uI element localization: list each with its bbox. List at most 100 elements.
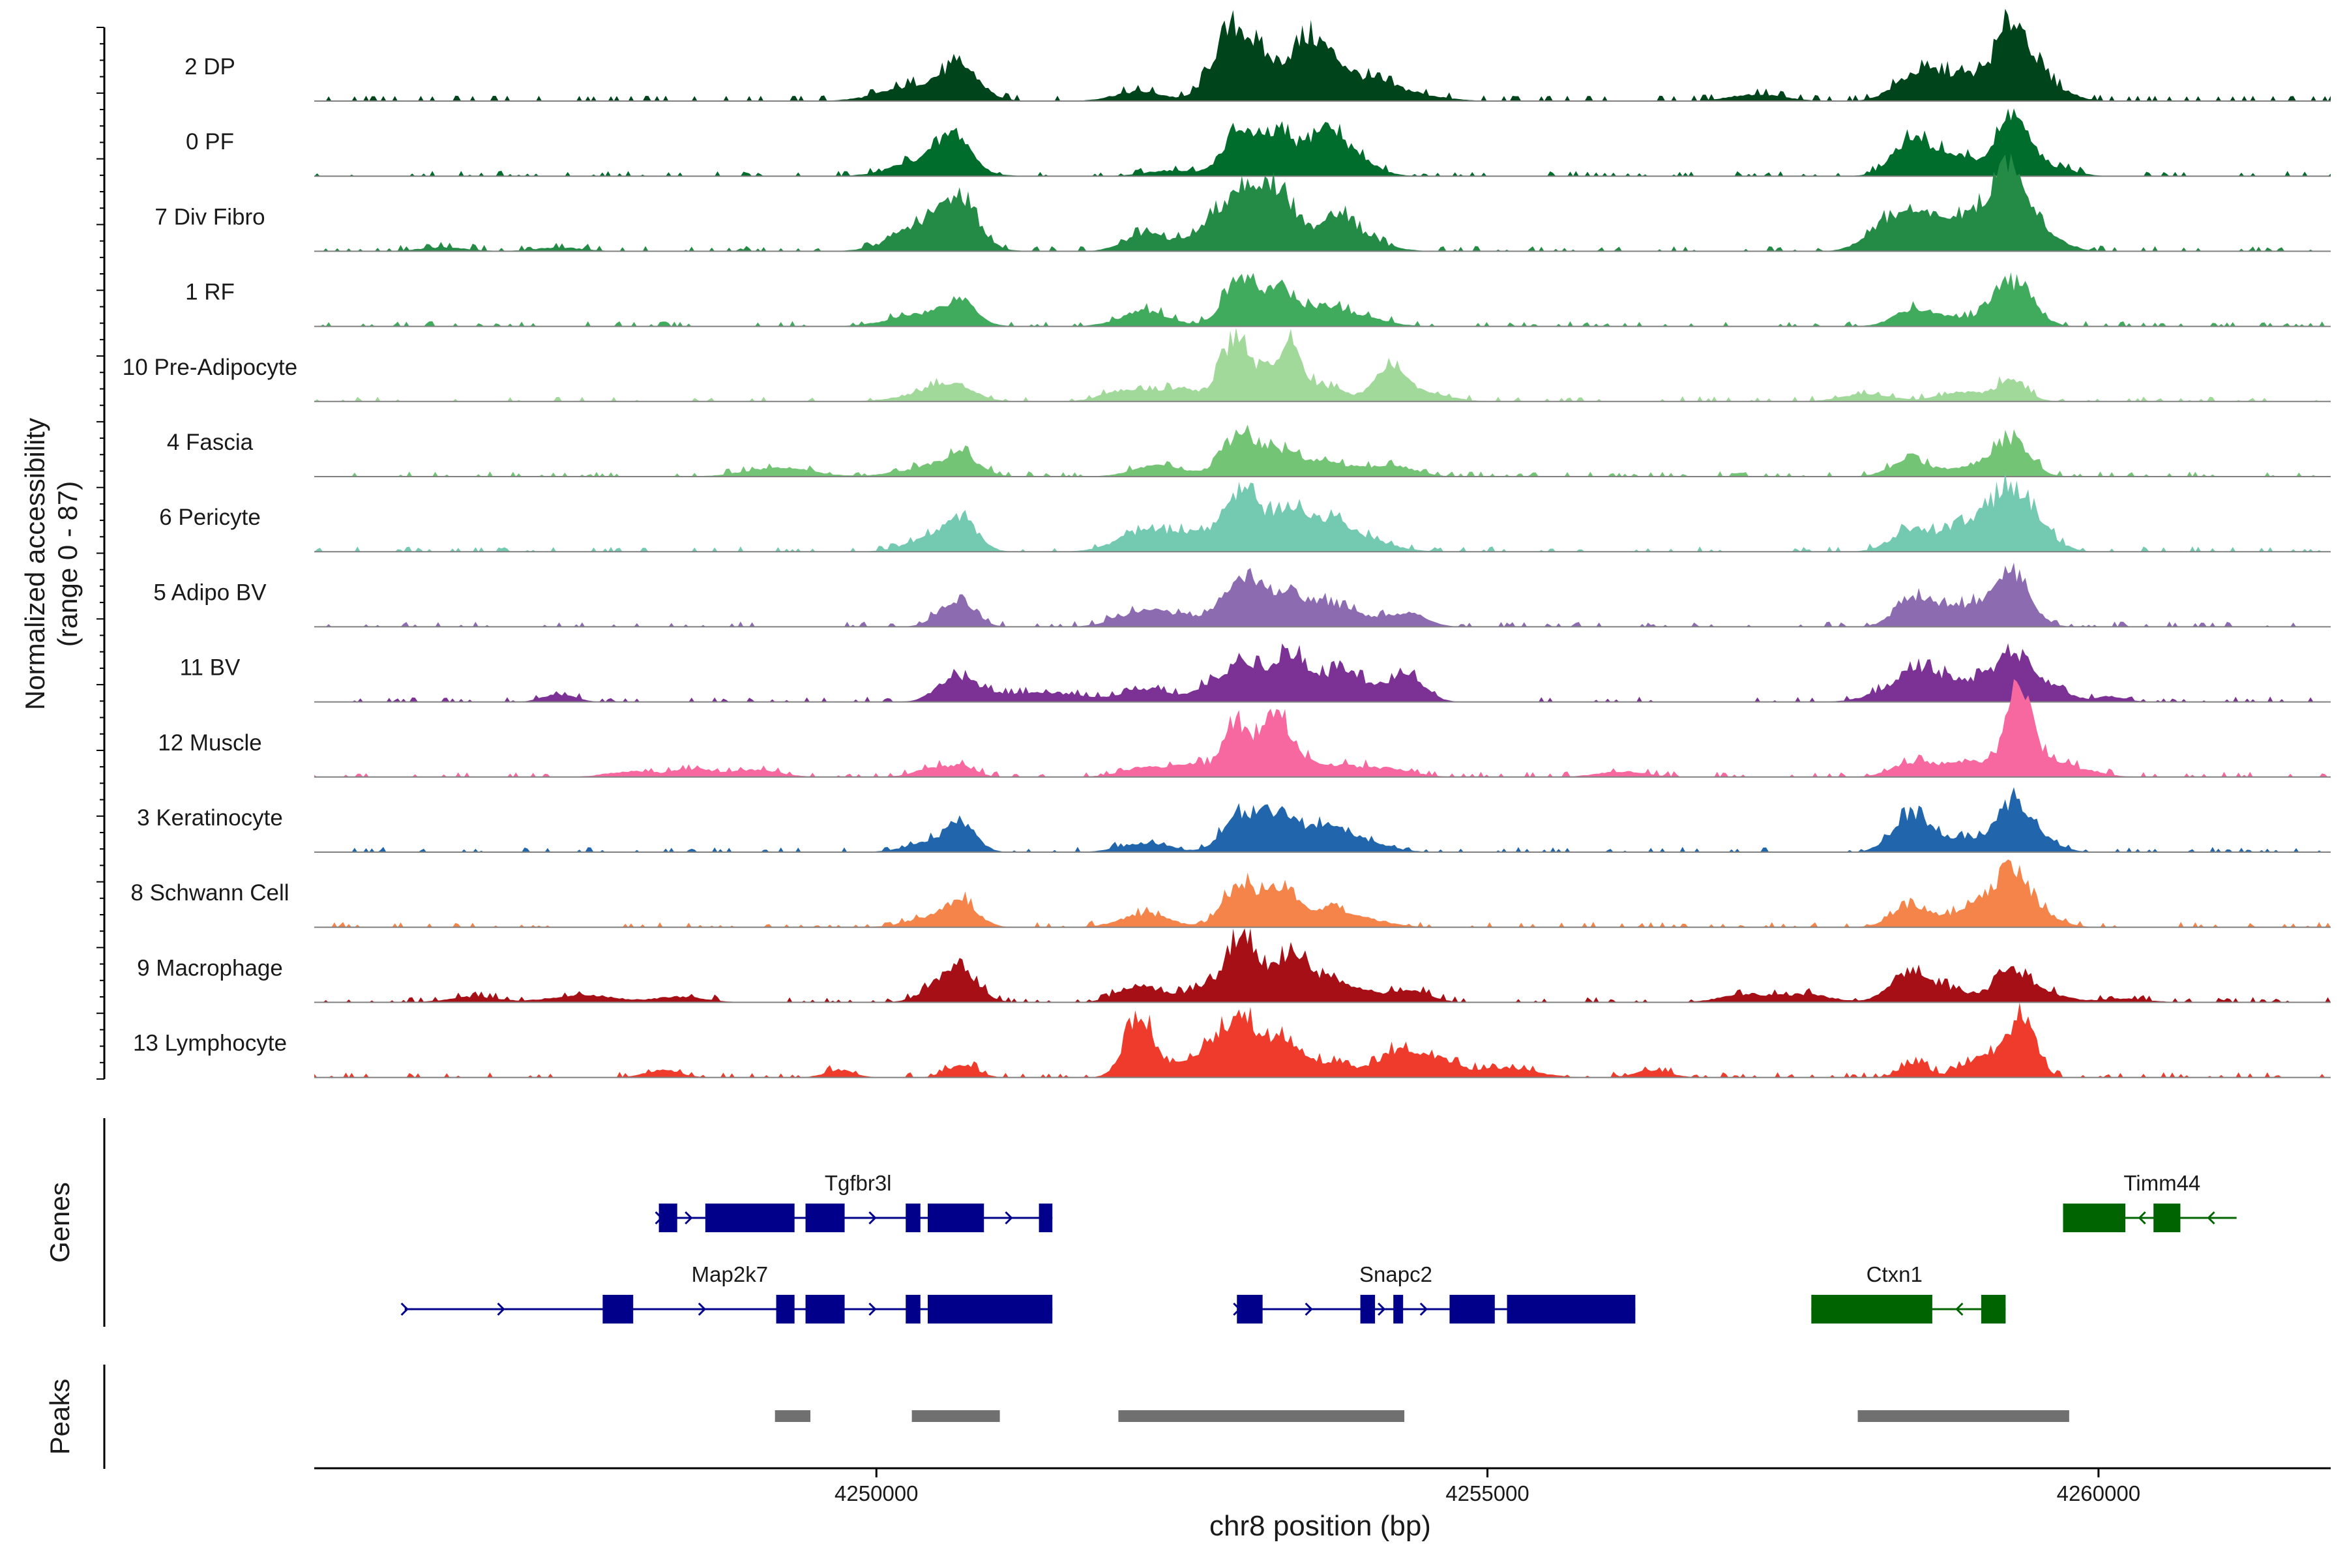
coverage-area bbox=[314, 1002, 2331, 1078]
track-label: 10 Pre-Adipocyte bbox=[123, 355, 297, 380]
gene-map2k7: Map2k7 bbox=[400, 1262, 1053, 1324]
gene-exon bbox=[906, 1204, 921, 1232]
gene-exon bbox=[928, 1204, 984, 1232]
coverage-area bbox=[314, 787, 2331, 852]
track-label: 2 DP bbox=[185, 54, 235, 80]
coverage-area bbox=[314, 472, 2331, 552]
strand-arrow bbox=[497, 1302, 505, 1316]
track-9: 12 Muscle bbox=[158, 679, 2331, 778]
x-tick-label: 4250000 bbox=[834, 1481, 918, 1505]
strand-arrow bbox=[1378, 1302, 1386, 1316]
track-8: 11 BV bbox=[180, 643, 2331, 703]
coverage-area bbox=[314, 859, 2331, 928]
gene-exon bbox=[602, 1295, 634, 1324]
track-label: 5 Adipo BV bbox=[153, 580, 267, 605]
strand-arrow bbox=[698, 1302, 707, 1316]
track-label: 3 Keratinocyte bbox=[137, 805, 283, 831]
gene-exon bbox=[705, 1204, 795, 1232]
gene-label: Map2k7 bbox=[692, 1262, 768, 1286]
track-4: 10 Pre-Adipocyte bbox=[123, 327, 2331, 402]
x-tick-label: 4255000 bbox=[1445, 1481, 1529, 1505]
coverage-area bbox=[314, 424, 2331, 477]
peak-region bbox=[1118, 1410, 1405, 1422]
peak-region bbox=[1857, 1410, 2069, 1422]
gene-tgfbr3l: Tgfbr3l bbox=[655, 1171, 1053, 1232]
gene-exon bbox=[928, 1295, 1053, 1324]
strand-arrow bbox=[1305, 1302, 1313, 1316]
strand-arrow bbox=[868, 1211, 877, 1225]
track-11: 8 Schwann Cell bbox=[130, 859, 2331, 928]
coverage-area bbox=[314, 272, 2331, 327]
x-axis: 4250000 4255000 4260000 bbox=[314, 1467, 2331, 1505]
track-13: 13 Lymphocyte bbox=[133, 1002, 2331, 1078]
gene-exon bbox=[1237, 1295, 1263, 1324]
strand-arrow bbox=[2138, 1211, 2146, 1225]
strand-arrow bbox=[1419, 1302, 1428, 1316]
track-2: 7 Div Fibro bbox=[155, 153, 2331, 252]
strand-arrow bbox=[1005, 1211, 1013, 1225]
gene-timm44: Timm44 bbox=[2063, 1171, 2237, 1232]
gene-exon bbox=[1449, 1295, 1495, 1324]
track-label: 6 Pericyte bbox=[159, 505, 261, 530]
coverage-area bbox=[314, 928, 2331, 1003]
track-label: 12 Muscle bbox=[158, 730, 262, 756]
y-axis-label-line1: Normalized accessibility bbox=[20, 418, 50, 710]
y-axis-label-line2: (range 0 - 87) bbox=[52, 481, 83, 647]
strand-arrow bbox=[2207, 1211, 2215, 1225]
coverage-area bbox=[314, 643, 2331, 702]
gene-label: Tgfbr3l bbox=[825, 1171, 892, 1195]
track-label: 9 Macrophage bbox=[137, 955, 283, 981]
peaks-panel-label: Peaks bbox=[44, 1379, 75, 1455]
gene-exon bbox=[1811, 1295, 1932, 1324]
peak-region bbox=[775, 1410, 811, 1422]
coverage-area bbox=[314, 562, 2331, 627]
gene-exon bbox=[776, 1295, 795, 1324]
gene-exon bbox=[805, 1295, 845, 1324]
gene-ctxn1: Ctxn1 bbox=[1811, 1262, 2006, 1324]
track-6: 6 Pericyte bbox=[159, 472, 2331, 553]
track-label: 13 Lymphocyte bbox=[133, 1031, 287, 1056]
track-7: 5 Adipo BV bbox=[153, 562, 2331, 628]
track-3: 1 RF bbox=[185, 272, 2331, 327]
gene-label: Ctxn1 bbox=[1867, 1262, 1923, 1286]
strand-arrow bbox=[1955, 1302, 1964, 1316]
gene-exon bbox=[658, 1204, 677, 1232]
track-1: 0 PF bbox=[186, 108, 2331, 177]
gene-exon bbox=[906, 1295, 921, 1324]
genes-panel-label: Genes bbox=[44, 1182, 75, 1263]
gene-label: Snapc2 bbox=[1359, 1262, 1432, 1286]
gene-exon bbox=[1360, 1295, 1376, 1324]
track-label: 8 Schwann Cell bbox=[130, 880, 289, 906]
gene-label: Timm44 bbox=[2123, 1171, 2200, 1195]
coverage-area bbox=[314, 153, 2331, 252]
gene-exon bbox=[805, 1204, 845, 1232]
strand-arrow bbox=[685, 1211, 693, 1225]
x-tick-label: 4260000 bbox=[2057, 1481, 2140, 1505]
coverage-area bbox=[314, 108, 2331, 177]
track-label: 0 PF bbox=[186, 129, 234, 155]
track-label: 11 BV bbox=[180, 655, 241, 681]
track-label: 7 Div Fibro bbox=[155, 204, 265, 229]
track-12: 9 Macrophage bbox=[137, 928, 2331, 1003]
strand-arrow bbox=[400, 1302, 409, 1316]
peak-region bbox=[911, 1410, 1000, 1422]
track-label: 4 Fascia bbox=[167, 430, 254, 455]
track-0: 2 DP bbox=[185, 8, 2331, 102]
track-label: 1 RF bbox=[185, 280, 235, 305]
coverage-area bbox=[314, 327, 2331, 402]
x-axis-label: chr8 position (bp) bbox=[1209, 1510, 1431, 1542]
strand-arrow bbox=[868, 1302, 877, 1316]
track-5: 4 Fascia bbox=[167, 424, 2331, 477]
gene-exon bbox=[1981, 1295, 2006, 1324]
gene-exon bbox=[1393, 1295, 1404, 1324]
gene-exon bbox=[1039, 1204, 1053, 1232]
peaks-panel bbox=[103, 1365, 2069, 1469]
gene-exon bbox=[1507, 1295, 1636, 1324]
gene-exon bbox=[2153, 1204, 2181, 1232]
track-10: 3 Keratinocyte bbox=[137, 787, 2331, 853]
coverage-area bbox=[314, 8, 2331, 102]
genes-panel: Tgfbr3l Map2k7 Snapc2 Timm44 Ctxn1 bbox=[103, 1118, 2237, 1327]
gene-exon bbox=[2063, 1204, 2126, 1232]
